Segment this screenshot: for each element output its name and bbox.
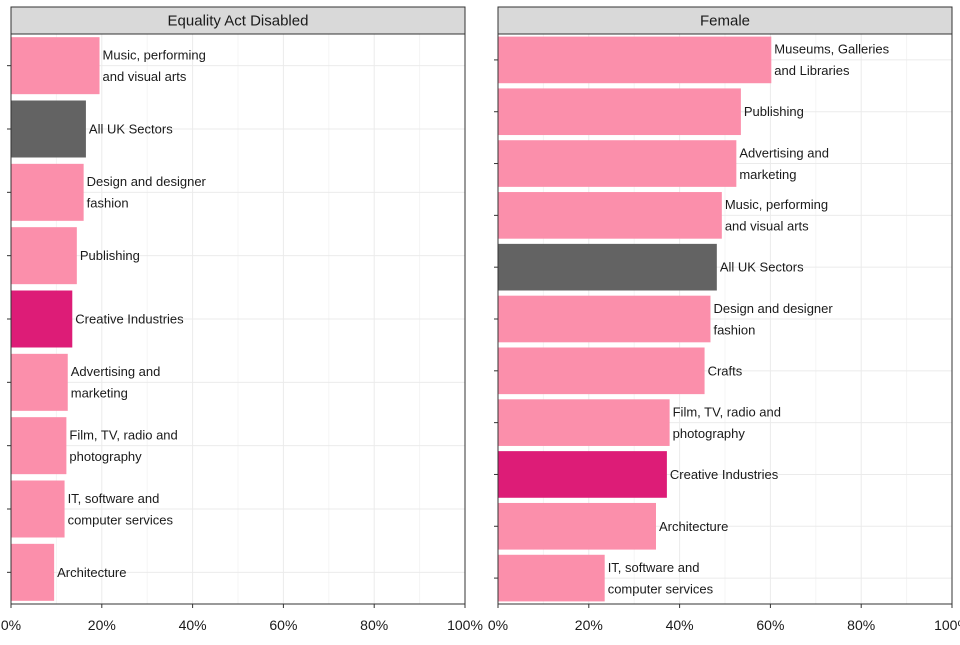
- bar-label: Film, TV, radio and: [69, 427, 177, 442]
- panel-strip: [497, 6, 953, 35]
- bar-advertising-and-marketing: [11, 353, 68, 411]
- panel-border: [497, 33, 953, 605]
- bar-label: fashion: [87, 196, 129, 211]
- bar-label: marketing: [71, 386, 128, 401]
- bar-architecture: [11, 543, 55, 601]
- bar-label: Advertising and: [71, 364, 161, 379]
- bar-label: Publishing: [80, 248, 140, 263]
- bar-film-tv-radio-and-photography: [498, 399, 670, 446]
- bar-label: and visual arts: [103, 69, 187, 84]
- panel-border: [10, 33, 466, 605]
- bar-label: IT, software and: [68, 491, 160, 506]
- bar-label: Crafts: [708, 363, 743, 378]
- bar-architecture: [498, 502, 656, 550]
- bar-label: Publishing: [744, 104, 804, 119]
- bar-label: fashion: [713, 322, 755, 337]
- bar-design-and-designer-fashion: [11, 163, 84, 221]
- x-tick-label: 100%: [447, 617, 483, 633]
- bar-crafts: [498, 347, 705, 395]
- panel-title: Female: [700, 13, 750, 30]
- bar-label: and Libraries: [774, 63, 850, 78]
- bar-museums-galleries-and-libraries: [498, 36, 772, 84]
- x-tick-label: 80%: [360, 617, 388, 633]
- bar-music-performing-and-visual-arts: [11, 37, 100, 95]
- panel-strip: [10, 6, 466, 35]
- x-tick-label: 60%: [269, 617, 297, 633]
- bar-label: All UK Sectors: [720, 260, 804, 275]
- x-tick-label: 100%: [934, 617, 960, 633]
- x-tick-label: 80%: [847, 617, 875, 633]
- bar-label: Advertising and: [739, 145, 829, 160]
- bar-label: Architecture: [659, 519, 728, 534]
- bar-design-and-designer-fashion: [498, 295, 711, 343]
- bar-label: Music, performing: [725, 197, 828, 212]
- bar-label: and visual arts: [725, 219, 809, 234]
- panel-title: Equality Act Disabled: [168, 13, 309, 30]
- bar-publishing: [11, 227, 77, 285]
- bar-label: computer services: [608, 581, 714, 596]
- chart-panel-2: Female Museums, Galleries and Libraries Pub…: [488, 6, 960, 633]
- bar-label: Architecture: [57, 565, 126, 580]
- x-tick-label: 60%: [756, 617, 784, 633]
- bar-it-software-and-computer-services: [498, 554, 605, 602]
- bar-all-uk-sectors: [11, 100, 86, 158]
- bar-music-performing-and-visual-arts: [498, 192, 722, 239]
- bar-label: IT, software and: [608, 560, 700, 575]
- bar-label: computer services: [68, 512, 174, 527]
- bar-it-software-and-computer-services: [11, 480, 65, 538]
- x-tick-label: 40%: [666, 617, 694, 633]
- bar-creative-industries: [498, 451, 667, 498]
- bar-label: Creative Industries: [670, 467, 779, 482]
- x-tick-label: 0%: [488, 617, 508, 633]
- x-tick-label: 20%: [575, 617, 603, 633]
- bar-label: photography: [673, 426, 746, 441]
- bar-film-tv-radio-and-photography: [11, 417, 67, 475]
- bar-label: Design and designer: [87, 174, 207, 189]
- bar-all-uk-sectors: [498, 243, 717, 291]
- bar-label: photography: [69, 449, 142, 464]
- x-tick-label: 0%: [1, 617, 21, 633]
- bar-label: marketing: [739, 167, 796, 182]
- bar-label: Music, performing: [103, 47, 206, 62]
- x-tick-label: 40%: [179, 617, 207, 633]
- bar-label: Creative Industries: [75, 312, 184, 327]
- bar-advertising-and-marketing: [498, 140, 737, 187]
- bar-label: Film, TV, radio and: [673, 404, 781, 419]
- bar-label: Museums, Galleries: [774, 42, 889, 57]
- chart-panel-1: Equality Act Disabled Music, performing an…: [1, 6, 483, 633]
- bar-publishing: [498, 88, 741, 136]
- bar-label: Design and designer: [713, 301, 833, 316]
- bar-creative-industries: [11, 290, 73, 348]
- bar-label: All UK Sectors: [89, 122, 173, 137]
- x-tick-label: 20%: [88, 617, 116, 633]
